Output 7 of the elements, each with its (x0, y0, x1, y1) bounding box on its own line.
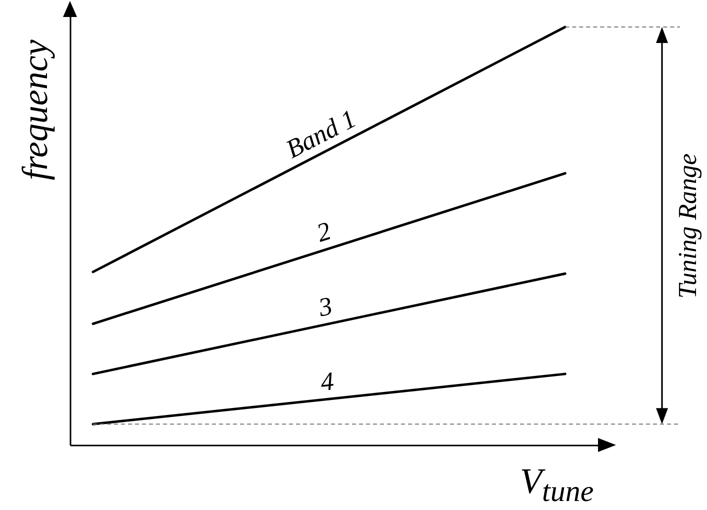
text: 2 (313, 216, 334, 248)
x-axis-title: V$_{tune}$ (520, 460, 594, 510)
y-axis-title: frequency (14, 40, 56, 180)
annotation: Tuning Range (673, 152, 703, 298)
text: 4 (319, 366, 336, 397)
text: Band 1 (281, 104, 361, 164)
text: 3 (315, 291, 335, 322)
